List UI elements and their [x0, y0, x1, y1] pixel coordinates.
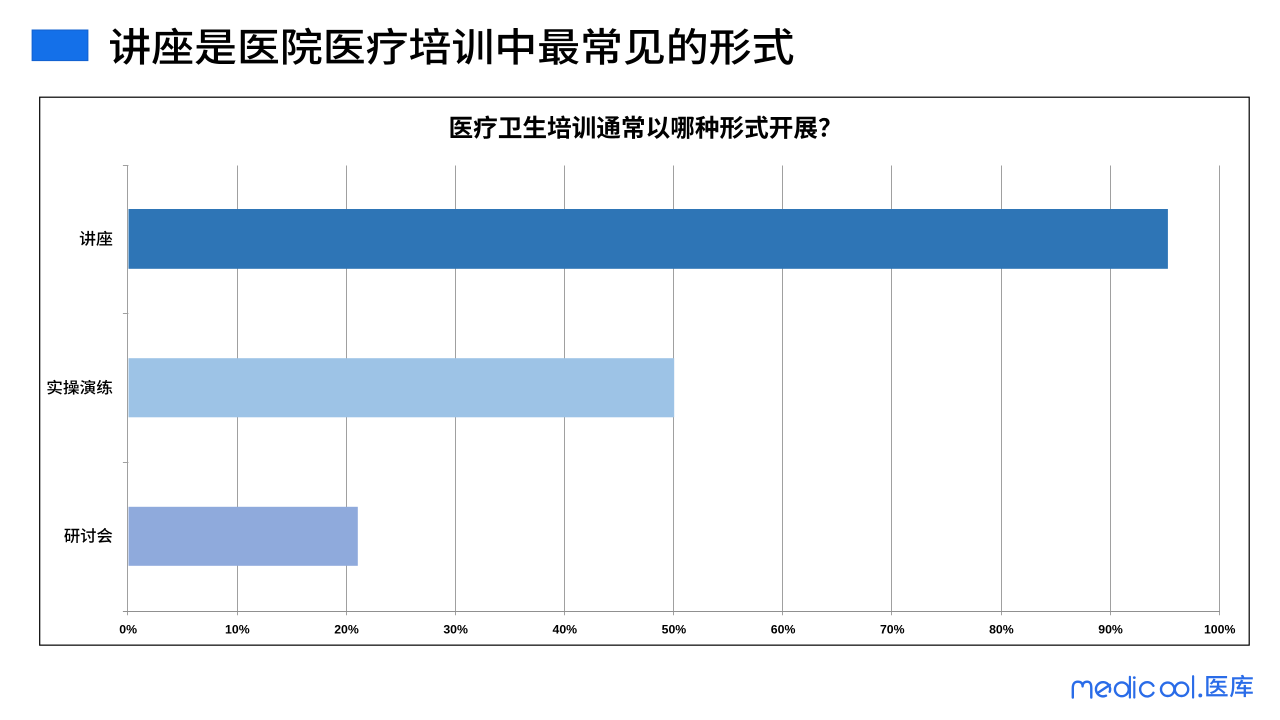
svg-text:70%: 70%: [880, 623, 905, 637]
svg-text:20%: 20%: [334, 623, 359, 637]
svg-text:80%: 80%: [989, 623, 1014, 637]
svg-text:0%: 0%: [119, 623, 137, 637]
svg-text:100%: 100%: [1204, 623, 1236, 637]
svg-text:30%: 30%: [443, 623, 468, 637]
svg-text:50%: 50%: [662, 623, 687, 637]
svg-text:40%: 40%: [552, 623, 577, 637]
svg-text:60%: 60%: [771, 623, 796, 637]
svg-text:90%: 90%: [1098, 623, 1123, 637]
svg-text:10%: 10%: [225, 623, 250, 637]
